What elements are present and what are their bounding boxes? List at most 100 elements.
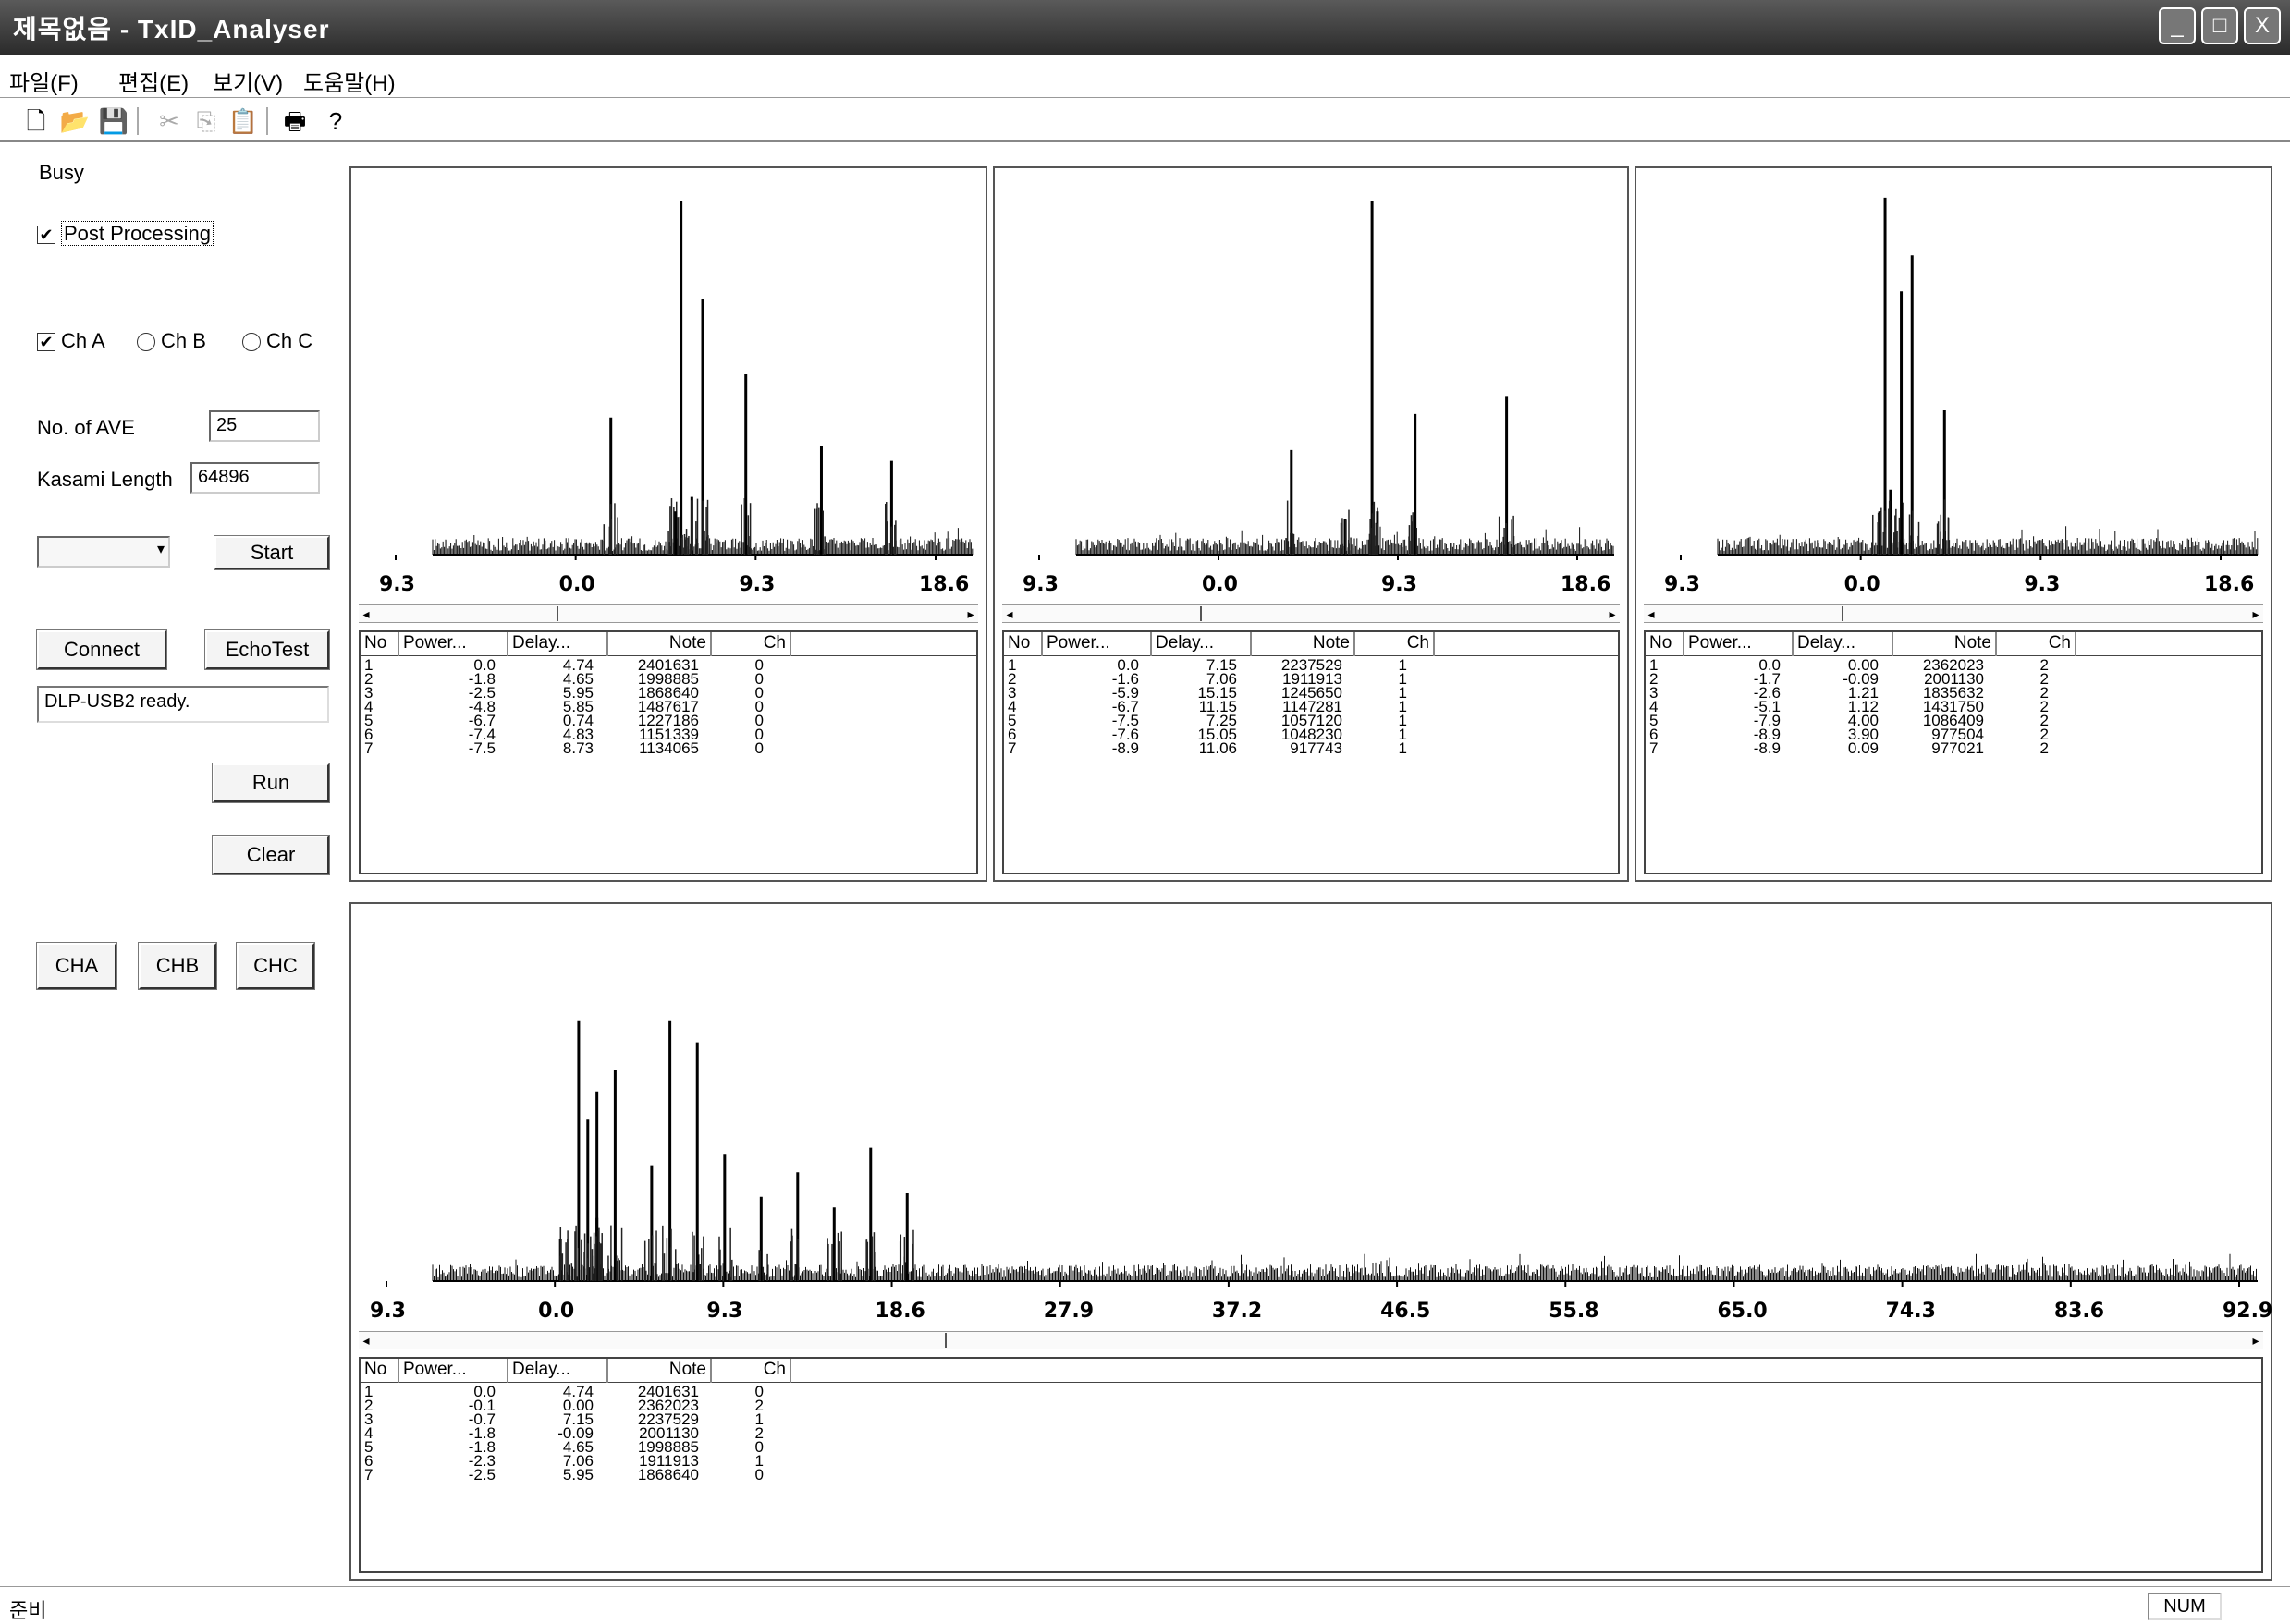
cut-icon[interactable]: ✂ [153, 105, 185, 137]
column-header-power[interactable]: Power... [1043, 632, 1152, 656]
run-button[interactable]: Run [213, 763, 329, 802]
axis-tick-label: 92.9 [2223, 1300, 2272, 1323]
ch-b-radio[interactable]: Ch B [137, 329, 206, 353]
copy-icon[interactable]: ⎘ [190, 105, 222, 137]
scroll-thumb[interactable] [1659, 606, 1843, 621]
scroll-thumb[interactable] [374, 1333, 947, 1348]
list-rows: 1 0.0 0.00 2362023 2 2 -1.7 -0.09 2001130 2 3 -2.6 1… [1646, 658, 2261, 755]
open-folder-icon[interactable]: 📂 [59, 105, 91, 137]
ch-c-radio[interactable]: Ch C [242, 329, 312, 353]
panel-channel-a: 9.3 0.0 9.3 18.6 ◂ ▸ No Power... Delay... Note Ch 1… [349, 166, 987, 882]
column-header-delay[interactable]: Delay... [508, 1359, 608, 1383]
help-icon[interactable]: ? [320, 105, 351, 137]
title-bar: 제목없음 - TxID_Analyser _ □ X [0, 0, 2290, 55]
column-header-note[interactable]: Note [608, 1359, 712, 1383]
axis-tick-label: 9.3 [2024, 573, 2060, 596]
axis-tick-label: 37.2 [1212, 1300, 1262, 1323]
table-cell: 7 [364, 1468, 373, 1482]
window-title: 제목없음 - TxID_Analyser [13, 9, 329, 46]
column-header-delay[interactable]: Delay... [1152, 632, 1252, 656]
log-box: DLP-USB2 ready. [37, 686, 329, 723]
ave-input[interactable]: 25 [209, 410, 320, 442]
scroll-left-icon[interactable]: ◂ [1644, 605, 1659, 622]
maximize-button[interactable]: □ [2201, 7, 2238, 44]
result-list[interactable]: No Power... Delay... Note Ch 1 0.0 4.74 2401631 0… [359, 630, 978, 874]
axis-tick-label: 9.3 [706, 1300, 742, 1323]
menu-help[interactable]: 도움말(H) [303, 65, 396, 97]
column-header-no[interactable]: No [1646, 632, 1684, 656]
table-row[interactable]: 7 -7.5 8.73 1134065 0 [361, 741, 976, 755]
scroll-right-icon[interactable]: ▸ [2248, 1332, 2263, 1349]
column-header-no[interactable]: No [361, 1359, 399, 1383]
column-header-no[interactable]: No [1004, 632, 1043, 656]
connect-button[interactable]: Connect [37, 630, 166, 669]
menu-view[interactable]: 보기(V) [213, 65, 283, 97]
status-text: 준비 [9, 1594, 46, 1624]
paste-icon[interactable]: 📋 [227, 105, 259, 137]
result-list[interactable]: No Power... Delay... Note Ch 1 0.0 7.15 2237529 1… [1002, 630, 1620, 874]
table-cell: 5.95 [563, 1468, 594, 1482]
table-row[interactable]: 7 -8.9 0.09 977021 2 [1646, 741, 2261, 755]
column-header-delay[interactable]: Delay... [508, 632, 608, 656]
scroll-left-icon[interactable]: ◂ [359, 605, 374, 622]
port-select[interactable]: ▾ [37, 536, 170, 568]
table-row[interactable]: 7 -2.5 5.95 1868640 0 [361, 1468, 2261, 1482]
scroll-thumb[interactable] [1017, 606, 1202, 621]
cha-button[interactable]: CHA [37, 943, 116, 989]
column-header-power[interactable]: Power... [399, 632, 508, 656]
column-header-no[interactable]: No [361, 632, 399, 656]
scroll-thumb[interactable] [374, 606, 558, 621]
column-header-note[interactable]: Note [1893, 632, 1997, 656]
column-header-note[interactable]: Note [608, 632, 712, 656]
echotest-button[interactable]: EchoTest [205, 630, 329, 669]
column-header-power[interactable]: Power... [1684, 632, 1794, 656]
horizontal-scrollbar[interactable]: ◂ ▸ [1644, 604, 2263, 623]
ch-b-label: Ch B [161, 329, 206, 352]
chc-button[interactable]: CHC [237, 943, 314, 989]
result-list[interactable]: No Power... Delay... Note Ch 1 0.0 4.74 2401631 0… [359, 1357, 2263, 1573]
column-header-ch[interactable]: Ch [1355, 632, 1435, 656]
post-processing-checkbox[interactable]: ✔ Post Processing [37, 222, 214, 246]
save-icon[interactable]: 💾 [98, 105, 129, 137]
axis-tick-label: 18.6 [919, 573, 969, 596]
column-header-note[interactable]: Note [1252, 632, 1355, 656]
close-button[interactable]: X [2244, 7, 2281, 44]
axis-tick-label: 0.0 [1844, 573, 1880, 596]
minimize-button[interactable]: _ [2159, 7, 2196, 44]
toolbar-separator [266, 107, 268, 135]
scroll-left-icon[interactable]: ◂ [359, 1332, 374, 1349]
scroll-left-icon[interactable]: ◂ [1002, 605, 1017, 622]
menu-file[interactable]: 파일(F) [9, 65, 79, 97]
chb-button[interactable]: CHB [139, 943, 216, 989]
horizontal-scrollbar[interactable]: ◂ ▸ [359, 604, 978, 623]
column-header-ch[interactable]: Ch [712, 632, 791, 656]
spectrum-plot [1002, 176, 1623, 592]
axis-tick-label: 0.0 [538, 1300, 574, 1323]
num-lock-indicator: NUM [2148, 1593, 2222, 1620]
new-file-icon[interactable]: 🗋 [20, 105, 52, 137]
print-icon[interactable]: 🖶 [279, 105, 311, 137]
column-header-ch[interactable]: Ch [712, 1359, 791, 1383]
ch-a-checkbox[interactable]: ✔ Ch A [37, 329, 105, 353]
table-row[interactable]: 7 -8.9 11.06 917743 1 [1004, 741, 1618, 755]
scroll-right-icon[interactable]: ▸ [1605, 605, 1620, 622]
table-cell: 7 [1649, 741, 1658, 755]
menu-edit[interactable]: 편집(E) [118, 65, 189, 97]
result-list[interactable]: No Power... Delay... Note Ch 1 0.0 0.00 2362023 2… [1644, 630, 2263, 874]
horizontal-scrollbar[interactable]: ◂ ▸ [1002, 604, 1620, 623]
chevron-down-icon: ▾ [157, 540, 165, 558]
column-header-delay[interactable]: Delay... [1794, 632, 1893, 656]
axis-tick-label: 0.0 [1202, 573, 1238, 596]
clear-button[interactable]: Clear [213, 836, 329, 874]
axis-tick-label: 83.6 [2054, 1300, 2104, 1323]
scroll-right-icon[interactable]: ▸ [2248, 605, 2263, 622]
start-button[interactable]: Start [214, 536, 329, 569]
table-cell: 7 [364, 741, 373, 755]
toolbar-separator [137, 107, 139, 135]
axis-tick-label: 74.3 [1886, 1300, 1936, 1323]
column-header-ch[interactable]: Ch [1997, 632, 2076, 656]
column-header-power[interactable]: Power... [399, 1359, 508, 1383]
kasami-length-input[interactable]: 64896 [190, 462, 320, 494]
scroll-right-icon[interactable]: ▸ [963, 605, 978, 622]
horizontal-scrollbar[interactable]: ◂ ▸ [359, 1331, 2263, 1349]
